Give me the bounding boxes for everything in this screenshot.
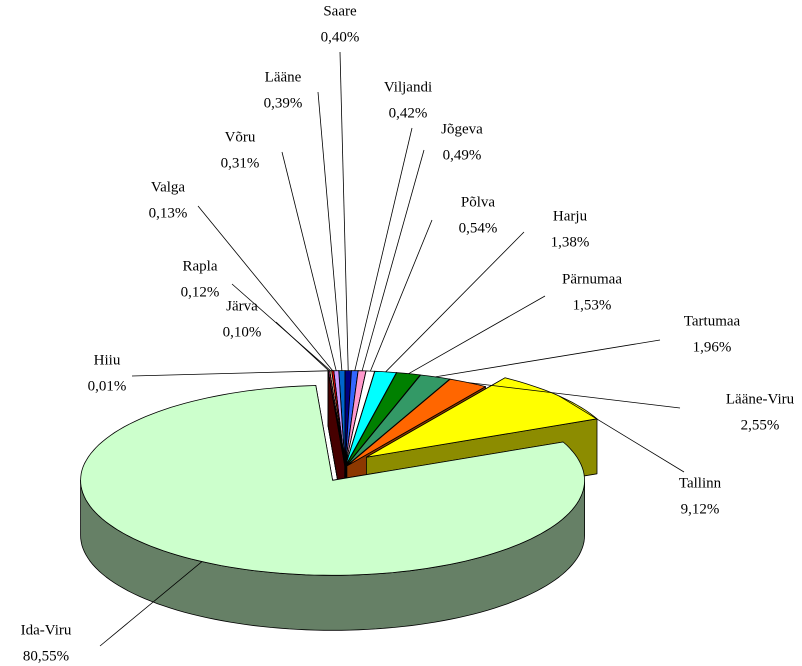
slice-value-label: 0,54% [459, 220, 498, 236]
slice-value-label: 1,53% [573, 297, 612, 313]
slice-value-label: 0,39% [264, 95, 303, 111]
slice-value-label: 0,40% [321, 29, 360, 45]
leader-line [468, 382, 681, 409]
leader-line [131, 370, 329, 377]
slice-value-label: 2,55% [741, 417, 780, 433]
slice-value-label: 1,38% [551, 234, 590, 250]
leader-line [281, 151, 337, 371]
leader-line [339, 51, 349, 371]
slice [346, 378, 486, 467]
slice [80, 385, 585, 576]
slice [327, 370, 346, 467]
slice-label: Valga [151, 179, 185, 195]
slice-label: Tallinn [679, 475, 722, 491]
slice-label: Lääne-Viru [726, 391, 795, 407]
slice-value-label: 1,96% [693, 339, 732, 355]
slice-label: Harju [553, 208, 588, 224]
slice-label: Jõgeva [441, 121, 483, 137]
slice-value-label: 80,55% [23, 648, 69, 664]
leader-line [435, 339, 661, 378]
slice-value-label: 9,12% [681, 501, 720, 517]
slice-value-label: 0,31% [221, 155, 260, 171]
slice-label: Järva [226, 298, 258, 314]
leader-line [558, 395, 685, 473]
slice-label: Rapla [183, 258, 218, 274]
leader-line [99, 561, 203, 647]
leader-line [385, 231, 525, 373]
slice-value-label: 0,42% [389, 105, 428, 121]
slice-label: Tartumaa [684, 313, 741, 329]
leader-line [370, 219, 433, 372]
slice-label: Saare [323, 3, 357, 19]
slice-label: Viljandi [384, 79, 432, 95]
slice-value-label: 0,12% [181, 284, 220, 300]
slice-label: Hiiu [94, 352, 121, 368]
slice-value-label: 0,10% [223, 324, 262, 340]
slice-value-label: 0,13% [149, 205, 188, 221]
leader-line [197, 205, 334, 371]
slice-value-label: 0,49% [443, 147, 482, 163]
leader-line [354, 127, 413, 371]
slice-label: Pärnumaa [562, 271, 622, 287]
leader-line [361, 149, 425, 371]
leader-line [408, 295, 546, 375]
slice-label: Lääne [265, 69, 302, 85]
leader-line [317, 91, 343, 371]
slice-label: Põlva [461, 194, 496, 210]
leader-line [231, 283, 331, 372]
slice-label: Ida-Viru [21, 622, 72, 638]
slice-label: Võru [225, 129, 256, 145]
slice-value-label: 0,01% [88, 378, 127, 394]
